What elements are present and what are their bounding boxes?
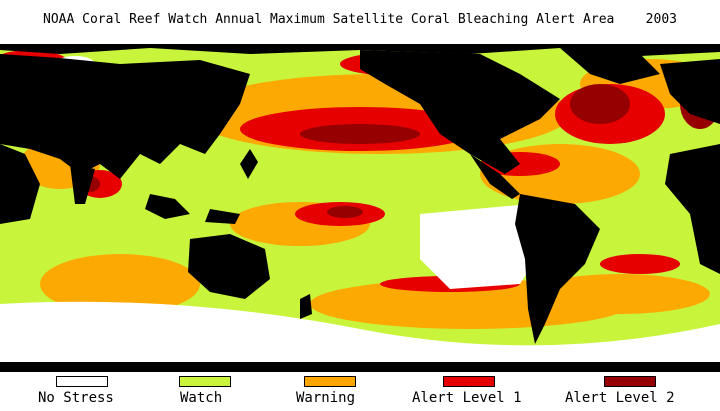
- legend-swatch-no-stress: [56, 376, 108, 387]
- land: [0, 44, 720, 372]
- legend-label-alert-level-2: Alert Level 2: [565, 390, 675, 406]
- legend-label-alert-level-1: Alert Level 1: [412, 390, 522, 406]
- bleaching-alert-map: [0, 44, 720, 372]
- legend-label-no-stress: No Stress: [38, 390, 114, 406]
- legend-label-watch: Watch: [180, 390, 223, 406]
- legend-label-warning: Warning: [296, 390, 356, 406]
- legend-swatch-alert-level-1: [443, 376, 495, 387]
- map-title: NOAA Coral Reef Watch Annual Maximum Sat…: [43, 12, 677, 27]
- legend-swatch-watch: [179, 376, 231, 387]
- legend-swatch-alert-level-2: [604, 376, 656, 387]
- legend-swatch-warning: [304, 376, 356, 387]
- legend: No Stress Watch Warning Alert Level 1 Al…: [0, 376, 720, 411]
